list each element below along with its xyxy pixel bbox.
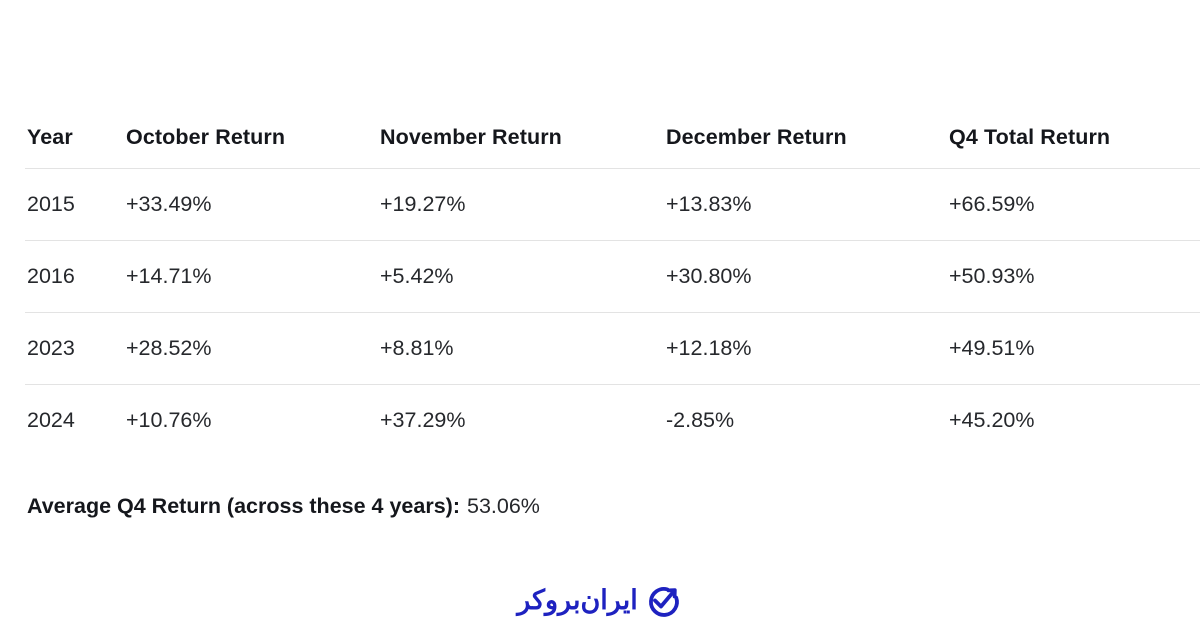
- column-header-year: Year: [25, 106, 124, 169]
- column-header-november-return: November Return: [378, 106, 664, 169]
- trend-arrow-circle-icon: [645, 581, 683, 619]
- cell-year: 2024: [27, 408, 75, 432]
- cell-october-return: +14.71%: [124, 240, 378, 313]
- returns-table-container: Year October Return November Return Dece…: [25, 106, 1200, 456]
- cell-q4-total-return: +49.51%: [947, 312, 1200, 385]
- table-row: 2015 +33.49% +19.27% +13.83% +66.59%: [25, 168, 1200, 241]
- summary-label: Average Q4 Return (across these 4 years)…: [27, 494, 460, 518]
- cell-q4-total-return: +66.59%: [947, 168, 1200, 241]
- cell-q4-total-return: +50.93%: [947, 240, 1200, 313]
- cell-year: 2016: [25, 240, 124, 313]
- average-q4-return-summary: Average Q4 Return (across these 4 years)…: [27, 494, 1200, 519]
- column-header-december-return: December Return: [664, 106, 947, 169]
- returns-table: Year October Return November Return Dece…: [25, 106, 1200, 456]
- cell-october-return: +33.49%: [124, 168, 378, 241]
- summary-value: 53.06%: [466, 494, 540, 518]
- column-header-october-return: October Return: [124, 106, 378, 169]
- table-header-row: Year October Return November Return Dece…: [25, 106, 1200, 169]
- cell-december-return: +13.83%: [664, 168, 947, 241]
- table-row: 2016 +14.71% +5.42% +30.80% +50.93%: [25, 240, 1200, 313]
- brand-logo: ایران‌بروکر: [0, 581, 1200, 619]
- cell-year: 2015: [25, 168, 124, 241]
- cell-november-return: +5.42%: [378, 240, 664, 313]
- column-header-q4-total-return: Q4 Total Return: [947, 106, 1200, 169]
- cell-december-return: -2.85%: [666, 408, 735, 432]
- cell-november-return: +19.27%: [378, 168, 664, 241]
- cell-december-return: +30.80%: [664, 240, 947, 313]
- table-row: 2023 +28.52% +8.81% +12.18% +49.51%: [25, 312, 1200, 385]
- cell-november-return: +37.29%: [380, 408, 466, 432]
- cell-november-return: +8.81%: [378, 312, 664, 385]
- cell-october-return: +10.76%: [126, 408, 212, 432]
- cell-december-return: +12.18%: [664, 312, 947, 385]
- cell-october-return: +28.52%: [124, 312, 378, 385]
- cell-q4-total-return: +45.20%: [949, 408, 1035, 432]
- table-row: 2024 +10.76% +37.29% -2.85% +45.20%: [25, 385, 1200, 457]
- cell-year: 2023: [25, 312, 124, 385]
- brand-logo-text: ایران‌بروکر: [517, 584, 638, 615]
